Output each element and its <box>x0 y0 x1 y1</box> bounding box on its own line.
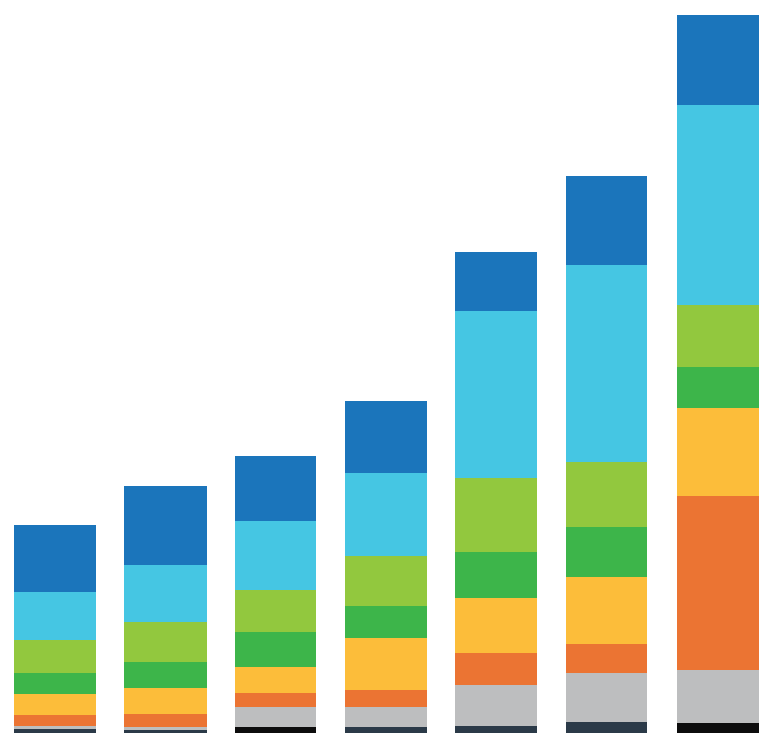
stacked-bar-bar-2 <box>124 486 207 733</box>
dark-blue-segment <box>677 15 759 105</box>
green-segment <box>566 527 647 577</box>
orange-segment <box>14 715 96 726</box>
orange-segment <box>345 690 427 707</box>
yellow-segment <box>566 577 647 644</box>
lime-segment <box>677 305 759 367</box>
stacked-bar-bar-7 <box>677 15 759 733</box>
cyan-segment <box>455 311 537 478</box>
cyan-segment <box>124 565 207 622</box>
orange-segment <box>566 644 647 673</box>
lime-segment <box>455 478 537 552</box>
base-dark-segment <box>14 729 96 733</box>
lime-segment <box>566 462 647 527</box>
lime-segment <box>124 622 207 662</box>
cyan-segment <box>235 521 316 590</box>
stacked-bar-bar-6 <box>566 176 647 733</box>
orange-segment <box>124 714 207 727</box>
gray-segment <box>124 727 207 730</box>
gray-segment <box>14 726 96 729</box>
cyan-segment <box>14 592 96 640</box>
base-dark-segment <box>235 727 316 733</box>
gray-segment <box>566 673 647 722</box>
dark-blue-segment <box>345 401 427 473</box>
cyan-segment <box>345 473 427 556</box>
yellow-segment <box>677 408 759 496</box>
dark-blue-segment <box>235 456 316 521</box>
cyan-segment <box>566 265 647 462</box>
dark-blue-segment <box>455 252 537 311</box>
green-segment <box>235 632 316 667</box>
base-dark-segment <box>124 730 207 733</box>
cyan-segment <box>677 105 759 305</box>
dark-blue-segment <box>124 486 207 565</box>
base-dark-segment <box>345 727 427 733</box>
stacked-bar-bar-3 <box>235 456 316 733</box>
green-segment <box>14 673 96 694</box>
yellow-segment <box>14 694 96 715</box>
orange-segment <box>235 693 316 707</box>
gray-segment <box>455 685 537 726</box>
green-segment <box>677 367 759 408</box>
dark-blue-segment <box>14 525 96 592</box>
stacked-bar-bar-5 <box>455 252 537 733</box>
orange-segment <box>677 496 759 670</box>
yellow-segment <box>124 688 207 714</box>
green-segment <box>345 606 427 638</box>
gray-segment <box>345 707 427 727</box>
lime-segment <box>235 590 316 632</box>
base-dark-segment <box>455 726 537 733</box>
yellow-segment <box>235 667 316 693</box>
yellow-segment <box>345 638 427 690</box>
stacked-bar-bar-1 <box>14 525 96 733</box>
lime-segment <box>345 556 427 606</box>
orange-segment <box>455 653 537 685</box>
gray-segment <box>235 707 316 727</box>
green-segment <box>124 662 207 688</box>
dark-blue-segment <box>566 176 647 265</box>
lime-segment <box>14 640 96 673</box>
stacked-bar-bar-4 <box>345 401 427 733</box>
green-segment <box>455 552 537 598</box>
base-dark-segment <box>566 722 647 733</box>
gray-segment <box>677 670 759 723</box>
base-dark-segment <box>677 723 759 733</box>
yellow-segment <box>455 598 537 653</box>
